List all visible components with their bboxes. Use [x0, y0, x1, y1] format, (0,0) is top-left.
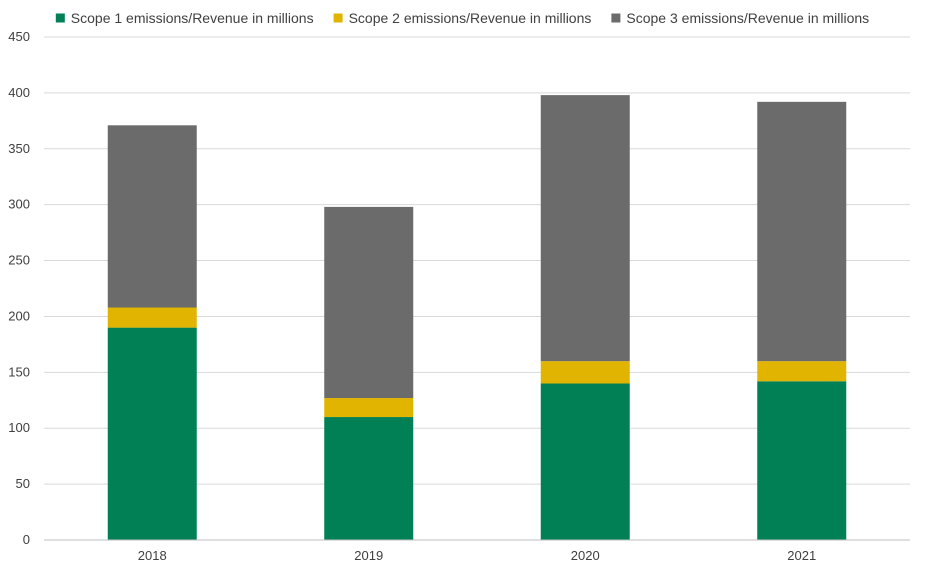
bar-2018-scope-3 — [107, 125, 197, 308]
bar-2019-scope-3 — [324, 206, 414, 399]
bar-2019-scope-2 — [324, 398, 414, 418]
x-axis-tick-labels: 2018 2019 2020 2021 — [138, 548, 816, 563]
legend-item-scope-2: Scope 2 emissions/Revenue in millions — [333, 10, 592, 26]
bar-2018-scope-2 — [107, 307, 197, 328]
y-tick-label: 100 — [8, 420, 30, 435]
bars — [107, 95, 847, 540]
bar-2021-scope-1 — [757, 381, 847, 540]
legend: Scope 1 emissions/Revenue in millions Sco… — [55, 10, 869, 26]
y-tick-label: 200 — [8, 308, 30, 323]
bar-2020-scope-1 — [540, 383, 630, 540]
y-tick-label: 350 — [8, 141, 30, 156]
bar-2019-scope-1 — [324, 417, 414, 540]
legend-item-scope-1: Scope 1 emissions/Revenue in millions — [55, 10, 314, 26]
legend-swatch — [611, 13, 621, 23]
legend-item-scope-3: Scope 3 emissions/Revenue in millions — [611, 10, 869, 26]
bar-2020-scope-3 — [540, 95, 630, 362]
x-tick-label-2020: 2020 — [571, 548, 600, 563]
x-tick-label-2019: 2019 — [354, 548, 383, 563]
y-tick-label: 450 — [8, 29, 30, 44]
legend-label: Scope 1 emissions/Revenue in millions — [71, 10, 314, 26]
legend-label: Scope 2 emissions/Revenue in millions — [349, 10, 592, 26]
y-axis-tick-labels: 0 50 100 150 200 250 300 350 400 450 — [8, 29, 30, 547]
bar-2020-scope-2 — [540, 361, 630, 384]
y-tick-label: 0 — [23, 532, 30, 547]
bar-2021-scope-2 — [757, 361, 847, 382]
legend-label: Scope 3 emissions/Revenue in millions — [626, 10, 869, 26]
x-tick-label-2021: 2021 — [787, 548, 816, 563]
legend-swatch — [55, 13, 65, 23]
bar-2018-scope-1 — [107, 327, 197, 540]
y-tick-label: 250 — [8, 253, 30, 268]
y-tick-label: 150 — [8, 364, 30, 379]
y-tick-label: 50 — [16, 476, 30, 491]
legend-swatch — [333, 13, 343, 23]
bar-2021-scope-3 — [757, 101, 847, 362]
y-tick-label: 400 — [8, 85, 30, 100]
y-tick-label: 300 — [8, 197, 30, 212]
x-tick-label-2018: 2018 — [138, 548, 167, 563]
